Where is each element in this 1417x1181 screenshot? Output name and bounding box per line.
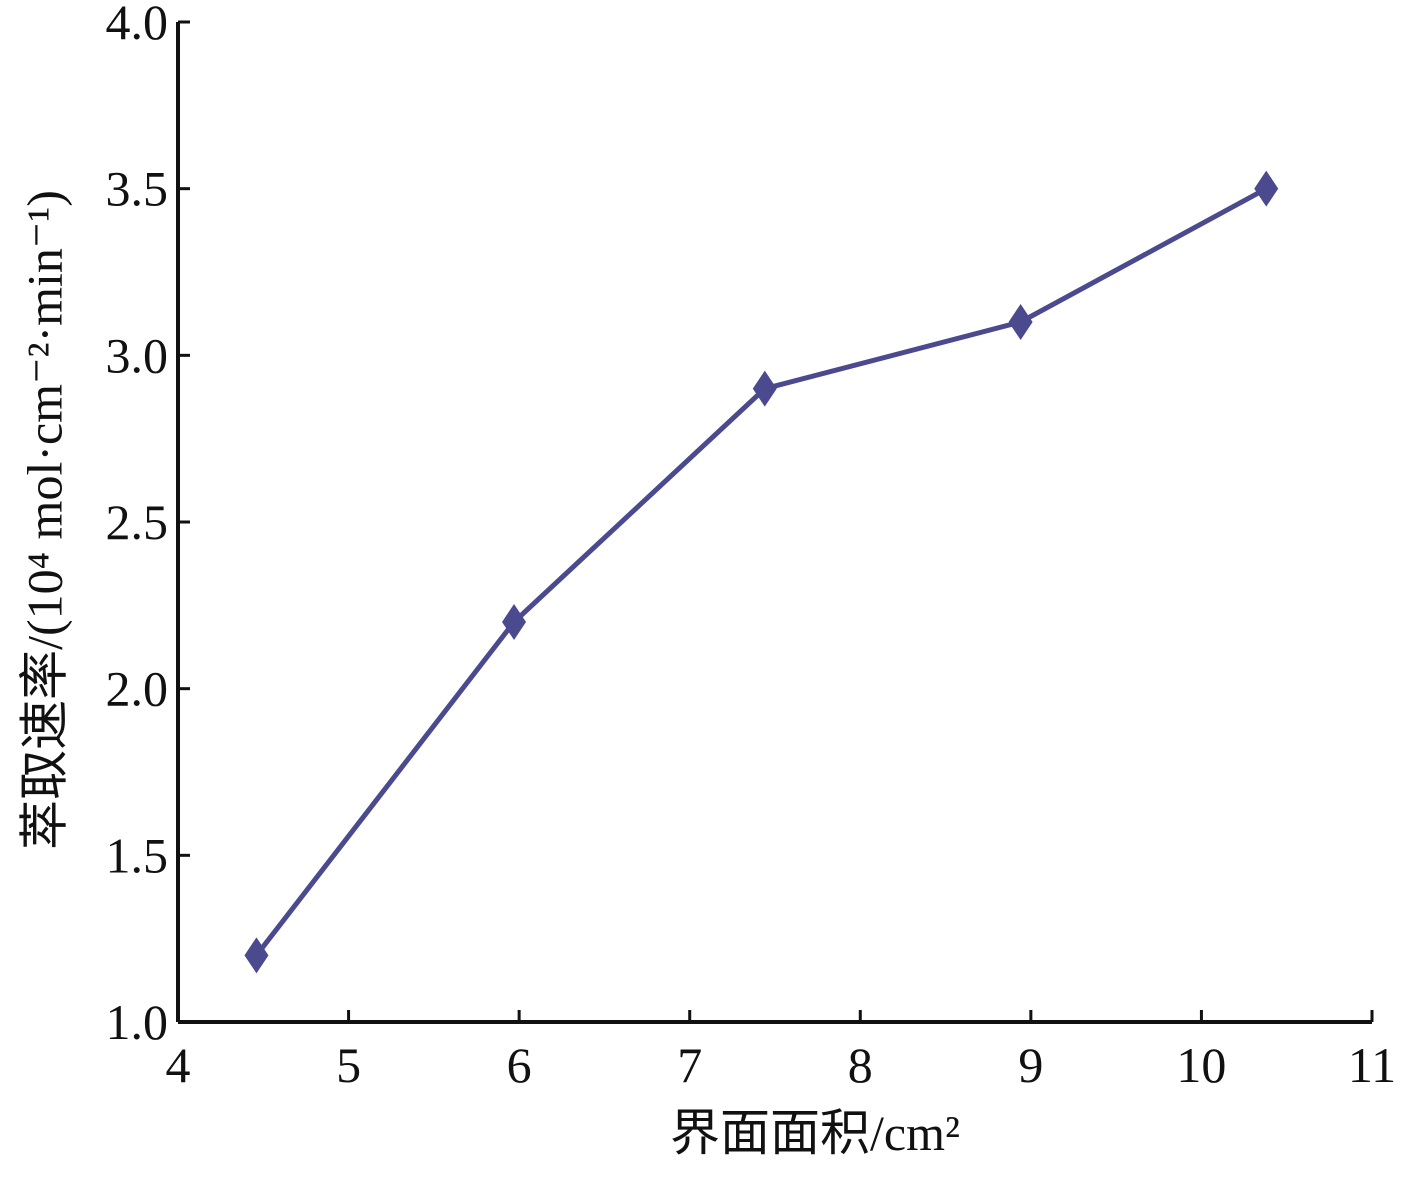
x-tick-label: 6 — [507, 1037, 532, 1093]
y-tick-label: 1.5 — [106, 827, 169, 883]
y-tick-label: 4.0 — [106, 0, 169, 50]
marker — [752, 370, 777, 407]
x-tick-label: 9 — [1018, 1037, 1043, 1093]
marker — [1008, 304, 1033, 340]
x-tick-label: 5 — [336, 1037, 361, 1093]
y-tick-label: 3.5 — [106, 161, 169, 217]
y-tick-label: 3.0 — [106, 327, 169, 383]
x-tick-label: 4 — [166, 1037, 191, 1093]
y-tick-label: 2.0 — [106, 661, 169, 717]
y-tick-label: 1.0 — [106, 994, 169, 1050]
y-axis-label: 萃取速率/(10⁴ mol·cm⁻²·min⁻¹) — [16, 190, 72, 850]
x-tick-label: 11 — [1348, 1037, 1396, 1093]
line — [254, 186, 1268, 957]
marker — [502, 604, 527, 640]
x-tick-label: 10 — [1176, 1037, 1226, 1093]
x-tick-label: 8 — [848, 1037, 873, 1093]
x-tick-label: 7 — [677, 1037, 702, 1093]
marker — [1254, 170, 1279, 207]
marker — [244, 937, 269, 974]
y-tick-label: 2.5 — [106, 494, 169, 550]
x-axis-label: 界面面积/cm² — [670, 1105, 960, 1161]
